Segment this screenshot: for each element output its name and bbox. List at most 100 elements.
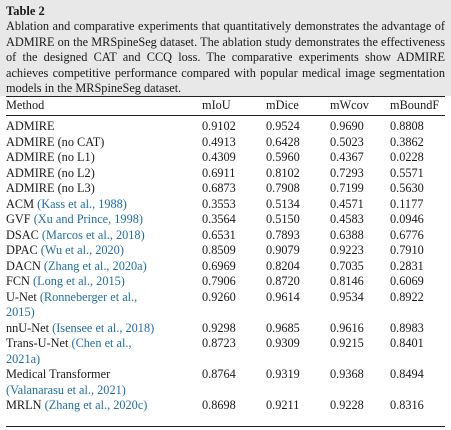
- method-name: DPAC (Wu et al., 2020): [6, 243, 156, 259]
- miou-cell: 0.8764: [202, 367, 236, 381]
- table-row: ADMIRE (no CAT) 0.4913 0.6428 0.5023 0.3862: [6, 135, 445, 151]
- method-label: ACM: [6, 196, 38, 211]
- citation-link[interactable]: (Wu et al., 2020): [40, 243, 124, 257]
- mwcov-cell: 0.7035: [330, 258, 364, 273]
- method-label: ADMIRE (no CAT): [6, 134, 105, 149]
- mboundf-cell: 0.8808: [390, 119, 424, 133]
- method-label: GVF: [6, 212, 34, 226]
- method-cell: Medical Transformer (Valanarasu et al., …: [6, 367, 202, 398]
- table-label: Table 2: [6, 4, 45, 18]
- mboundf-cell: 0.0228: [390, 150, 424, 164]
- miou-cell: 0.8698: [202, 398, 236, 412]
- table-row: ADMIRE (no L1) 0.4309 0.5960 0.4367 0.0228: [6, 150, 445, 166]
- mwcov-cell: 0.4367: [330, 150, 364, 164]
- miou-cell: 0.4309: [202, 150, 236, 164]
- mboundf-cell: 0.7910: [390, 243, 424, 257]
- table-body: ADMIRE 0.9102 0.9524 0.9690 0.8808 ADMIRE (no…: [6, 115, 445, 414]
- mdice-cell: 0.9079: [266, 243, 300, 257]
- method-name: ADMIRE (no L3): [6, 181, 156, 197]
- column-header-method: Method: [6, 98, 45, 112]
- method-label: ADMIRE (no L2): [6, 165, 95, 180]
- method-cell: ADMIRE (no L3): [6, 181, 202, 197]
- citation-link[interactable]: (Long et al., 2015): [33, 274, 125, 288]
- method-name: ACM (Kass et al., 1988): [6, 197, 156, 213]
- method-name: FCN (Long et al., 2015): [6, 274, 156, 290]
- mdice-cell: 0.6428: [266, 134, 300, 149]
- mwcov-cell: 0.7199: [330, 181, 364, 195]
- method-label: DACN: [6, 258, 44, 273]
- miou-cell: 0.7906: [202, 274, 236, 288]
- method-label: MRLN: [6, 398, 45, 412]
- mboundf-cell: 0.8494: [390, 367, 424, 381]
- mboundf-cell: 0.8316: [390, 398, 424, 412]
- citation-link[interactable]: (Zhang et al., 2020c): [44, 398, 148, 412]
- mboundf-cell: 0.0946: [390, 212, 424, 226]
- mboundf-cell: 0.8922: [390, 289, 424, 304]
- table-caption-box: Table 2 Ablation and comparative experim…: [0, 0, 451, 96]
- header-row: Method mIoU mDice mWcov mBoundF: [6, 97, 445, 115]
- method-cell: GVF (Xu and Prince, 1998): [6, 212, 202, 228]
- miou-cell: 0.6873: [202, 181, 236, 195]
- method-cell: DPAC (Wu et al., 2020): [6, 243, 202, 259]
- mboundf-cell: 0.1177: [390, 196, 424, 211]
- method-name: ADMIRE: [6, 119, 156, 135]
- mwcov-cell: 0.9223: [330, 243, 364, 257]
- mdice-cell: 0.7908: [266, 181, 300, 195]
- citation-link[interactable]: (Xu and Prince, 1998): [33, 212, 143, 226]
- top-rule: [6, 96, 445, 97]
- citation-link[interactable]: (Isensee et al., 2018): [52, 320, 155, 335]
- method-cell: MRLN (Zhang et al., 2020c): [6, 398, 202, 414]
- mwcov-cell: 0.9616: [330, 320, 364, 335]
- table-caption: Ablation and comparative experiments tha…: [6, 19, 445, 95]
- mboundf-cell: 0.5571: [390, 165, 424, 180]
- mdice-cell: 0.5150: [266, 212, 300, 226]
- miou-cell: 0.8723: [202, 336, 236, 350]
- mboundf-cell: 0.2831: [390, 258, 424, 273]
- mdice-cell: 0.8720: [266, 274, 300, 288]
- miou-cell: 0.4913: [202, 134, 236, 149]
- column-header-mboundf: mBoundF: [390, 98, 440, 112]
- table-row: MRLN (Zhang et al., 2020c) 0.8698 0.9211 0.…: [6, 398, 445, 414]
- mdice-cell: 0.9309: [266, 336, 300, 350]
- mwcov-cell: 0.4583: [330, 212, 364, 226]
- table-row: ACM (Kass et al., 1988) 0.3553 0.5134 0.457…: [6, 197, 445, 213]
- citation-link[interactable]: (Zhang et al., 2020a): [43, 258, 147, 273]
- mdice-cell: 0.8102: [266, 165, 300, 180]
- method-label: DPAC: [6, 243, 41, 257]
- mdice-cell: 0.9614: [266, 289, 300, 304]
- method-label: ADMIRE (no L1): [6, 150, 95, 164]
- mboundf-cell: 0.5630: [390, 181, 424, 195]
- method-label: DSAC: [6, 227, 42, 242]
- method-cell: ADMIRE: [6, 115, 202, 135]
- table-row: FCN (Long et al., 2015) 0.7906 0.8720 0.814…: [6, 274, 445, 290]
- table-row: DPAC (Wu et al., 2020) 0.8509 0.9079 0.9223…: [6, 243, 445, 259]
- method-cell: ADMIRE (no CAT): [6, 135, 202, 151]
- method-label: FCN: [6, 274, 33, 288]
- method-cell: nnU-Net (Isensee et al., 2018): [6, 321, 202, 337]
- citation-link[interactable]: (Kass et al., 1988): [37, 196, 127, 211]
- table-row: Trans-U-Net (Chen et al., 2021a) 0.8723 0.…: [6, 336, 445, 367]
- method-cell: FCN (Long et al., 2015): [6, 274, 202, 290]
- method-cell: ADMIRE (no L1): [6, 150, 202, 166]
- mboundf-cell: 0.8401: [390, 336, 424, 350]
- mdice-cell: 0.9685: [266, 320, 300, 335]
- results-table: Method mIoU mDice mWcov mBoundF ADMIRE 0.…: [6, 97, 445, 414]
- method-label: nnU-Net: [6, 320, 53, 335]
- citation-link[interactable]: (Marcos et al., 2018): [41, 227, 145, 242]
- table-row: GVF (Xu and Prince, 1998) 0.3564 0.5150 0.4…: [6, 212, 445, 228]
- method-cell: ADMIRE (no L2): [6, 166, 202, 182]
- method-name: nnU-Net (Isensee et al., 2018): [6, 321, 156, 337]
- mwcov-cell: 0.9215: [330, 336, 364, 350]
- method-cell: Trans-U-Net (Chen et al., 2021a): [6, 336, 202, 367]
- mdice-cell: 0.9524: [266, 119, 300, 133]
- mwcov-cell: 0.9228: [330, 398, 364, 412]
- method-label: ADMIRE (no L3): [6, 181, 95, 195]
- method-cell: U-Net (Ronneberger et al., 2015): [6, 290, 202, 321]
- citation-link[interactable]: (Chen et al., 2021a): [6, 336, 132, 366]
- table-row: U-Net (Ronneberger et al., 2015) 0.9260 0.…: [6, 290, 445, 321]
- citation-link[interactable]: (Valanarasu et al., 2021): [6, 382, 126, 397]
- citation-link[interactable]: (Ronneberger et al., 2015): [6, 289, 138, 320]
- method-name: DSAC (Marcos et al., 2018): [6, 228, 156, 244]
- method-name: GVF (Xu and Prince, 1998): [6, 212, 156, 228]
